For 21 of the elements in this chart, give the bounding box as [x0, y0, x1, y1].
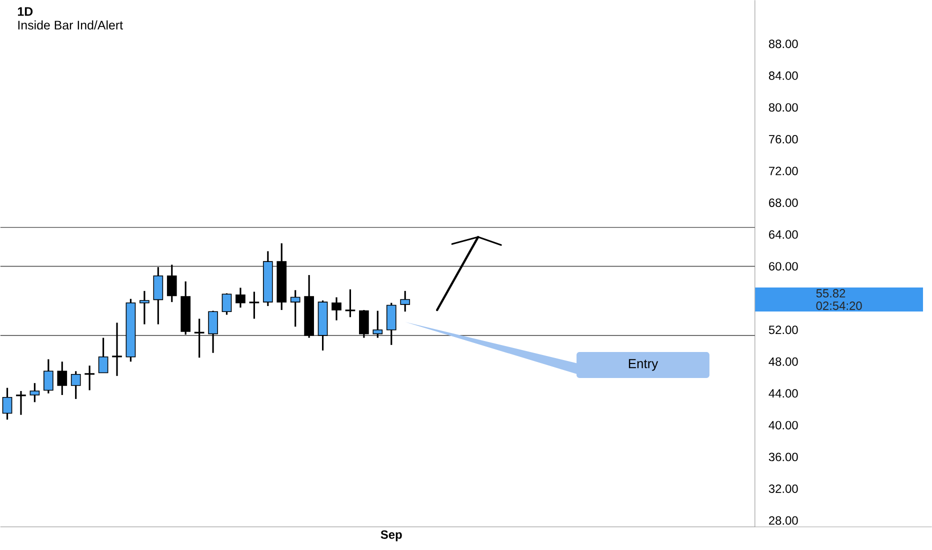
- y-tick-label: 52.00: [768, 326, 798, 334]
- y-tick-label: 48.00: [768, 357, 798, 366]
- text: 02:54:20: [816, 302, 862, 310]
- y-tick-label: 32.00: [768, 484, 798, 494]
- y-tick-label: 28.00: [769, 516, 798, 525]
- y-tick-label: 68.00: [769, 198, 798, 208]
- text: Inside Bar Ind/Alert: [18, 20, 123, 30]
- y-tick-label: 88.00: [768, 40, 798, 48]
- y-tick-label: 36.00: [768, 452, 798, 462]
- chart-title: 1D: [18, 7, 33, 16]
- y-tick-label: 72.00: [769, 166, 798, 176]
- y-tick-label: 60.00: [769, 262, 798, 271]
- y-tick-label: 40.00: [768, 421, 798, 430]
- y-tick-label: 44.00: [768, 389, 798, 398]
- y-tick-label: 84.00: [768, 72, 798, 80]
- text: 55.82: [816, 289, 846, 298]
- x-tick-label: Sep: [380, 530, 402, 542]
- y-tick-label: 64.00: [769, 230, 798, 239]
- y-tick-label: 76.00: [769, 135, 798, 144]
- y-tick-label: 80.00: [768, 103, 798, 112]
- annotation: Entry: [628, 359, 658, 371]
